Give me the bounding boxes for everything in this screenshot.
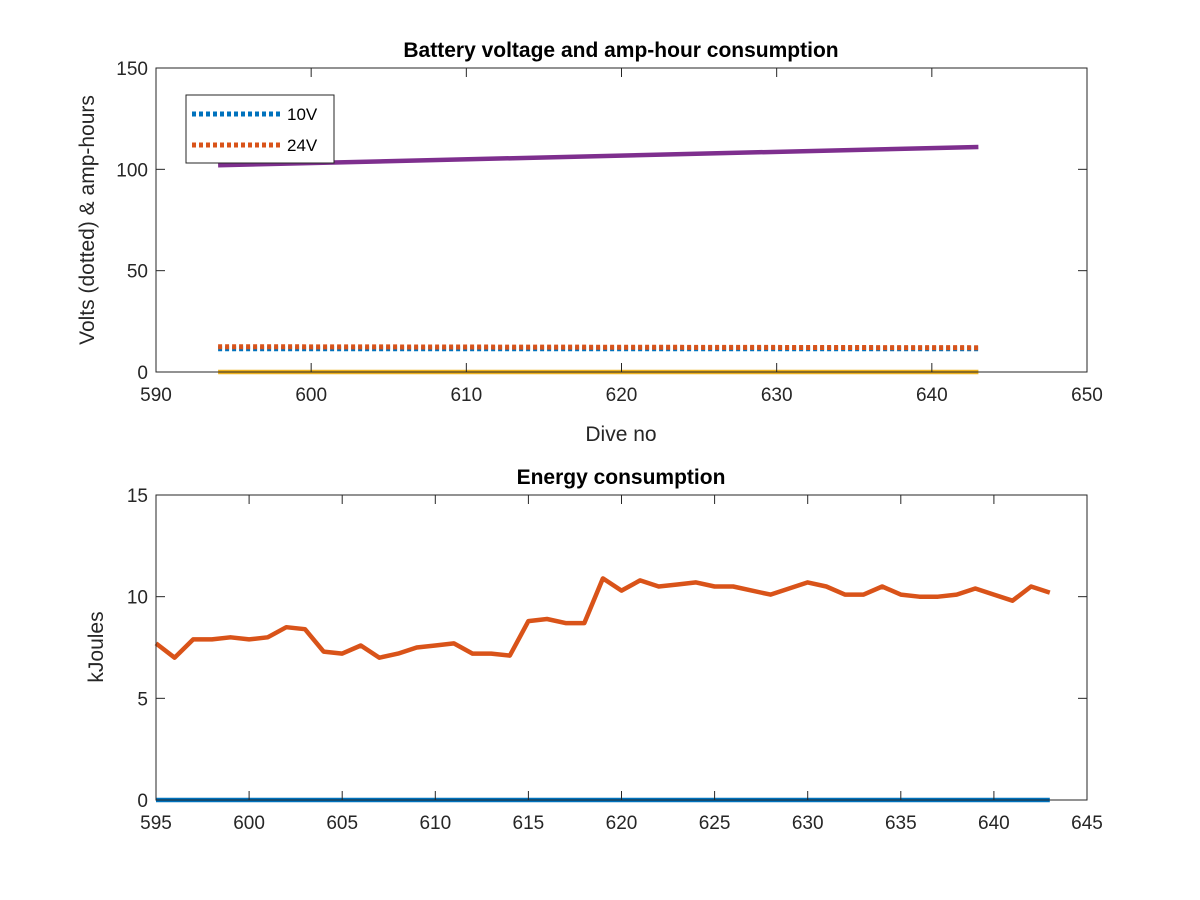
voltage-x-tick-label: 590 [140,385,172,406]
energy-y-axis-label: kJoules [85,611,108,682]
energy-plot-area [156,495,1087,800]
voltage-y-tick-label: 150 [116,59,148,80]
energy-x-tick-label: 635 [885,813,917,834]
voltage-x-tick-label: 620 [606,385,638,406]
energy-chart: 595 600 605 610 615 620 625 630 635 640 645051015 … [85,466,1103,834]
voltage-y-tick-label: 0 [137,363,148,384]
voltage-x-tick-label: 630 [761,385,793,406]
energy-x-tick-label: 640 [978,813,1010,834]
legend-label-10v: 10V [287,105,318,124]
energy-chart-title: Energy consumption [517,466,726,489]
energy-x-tick-label: 600 [233,813,265,834]
legend-label-24v: 24V [287,136,318,155]
voltage-series-line-3 [218,144,979,168]
voltage-chart: 590 600 610 620 630 640 650 0 50 100 150 Battery v… [76,39,1103,446]
voltage-x-axis-label: Dive no [585,423,656,446]
energy-x-tick-label: 625 [699,813,731,834]
voltage-series-line-1 [218,344,979,351]
energy-x-tick-label: 610 [419,813,451,834]
legend: 10V 24V [185,94,335,164]
energy-y-tick-label: 5 [137,689,148,710]
energy-x-tick-label: 605 [326,813,358,834]
energy-x-tick-label: 645 [1071,813,1103,834]
energy-y-tick-label: 15 [127,486,148,507]
energy-x-tick-label: 630 [792,813,824,834]
voltage-chart-title: Battery voltage and amp-hour consumption [403,39,838,62]
energy-x-tick-label: 620 [606,813,638,834]
voltage-y-tick-label: 100 [116,160,148,181]
voltage-x-tick-label: 650 [1071,385,1103,406]
voltage-x-tick-label: 640 [916,385,948,406]
energy-y-tick-label: 0 [137,791,148,812]
voltage-x-tick-label: 610 [450,385,482,406]
voltage-y-tick-label: 50 [127,262,148,283]
energy-x-tick-label: 615 [513,813,545,834]
legend-box [185,94,335,164]
voltage-y-axis-label: Volts (dotted) & amp-hours [76,95,99,345]
energy-series-line-0 [154,576,1051,660]
voltage-x-tick-label: 600 [295,385,327,406]
energy-x-tick-label: 595 [140,813,172,834]
energy-y-tick-label: 10 [127,588,148,609]
